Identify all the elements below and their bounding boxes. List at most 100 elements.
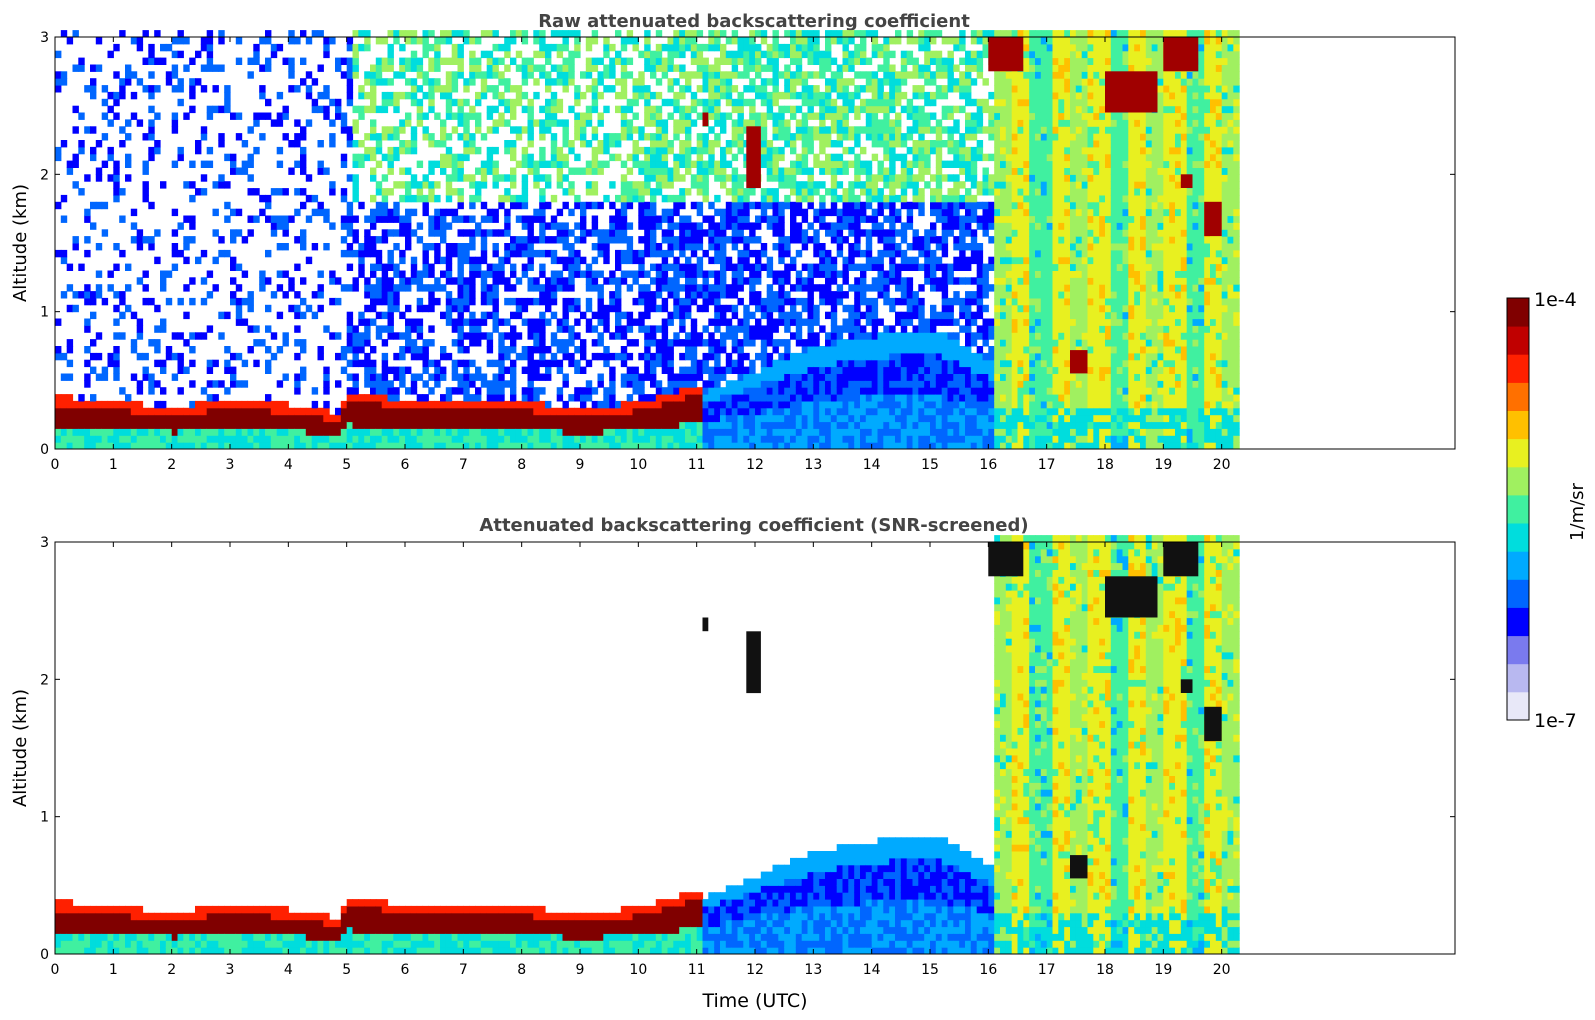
heatmap-cell [825,394,832,402]
heatmap-cell [340,352,348,361]
heatmap-cell [632,270,639,278]
heatmap-cell [311,78,319,86]
heatmap-cell [889,270,896,278]
heatmap-cell [486,208,494,217]
heatmap-cell [679,284,686,292]
heatmap-cell [673,270,680,278]
heatmap-cell [492,43,499,52]
heatmap-cell [603,249,610,258]
heatmap-cell [690,57,698,65]
heatmap-cell [860,215,867,223]
heatmap-cell [533,318,540,326]
heatmap-cell [393,373,400,381]
heatmap-cell [445,71,453,79]
heatmap-cell [644,243,651,251]
heatmap-cell [679,215,686,223]
heatmap-cell [84,249,91,258]
heatmap-cell [725,201,733,210]
heatmap-cell [469,194,476,203]
heatmap-cell [679,236,686,244]
heatmap-cell [177,297,184,306]
heatmap-cell [329,277,336,285]
heatmap-cell [200,160,208,168]
heatmap-cell [801,435,809,443]
heatmap-cell [130,311,138,320]
heatmap-cell [416,119,424,127]
heatmap-cell [714,380,721,388]
heatmap-cell [638,126,645,134]
heatmap-cell [393,146,400,155]
heatmap-cell [690,236,698,244]
heatmap-cell [451,435,459,443]
heatmap-cell [416,318,424,326]
heatmap-cell [760,194,768,203]
heatmap-cell [737,37,744,45]
heatmap-cell [463,153,470,162]
heatmap-cell [177,442,184,450]
heatmap-cell [241,414,249,423]
heatmap-cell [364,304,371,313]
heatmap-cell [504,414,511,423]
heatmap-cell [696,428,704,436]
heatmap-cell [113,318,120,326]
heatmap-cell [346,85,354,93]
heatmap-cell [480,380,488,388]
heatmap-cell [801,146,809,155]
heatmap-cell [550,297,558,306]
heatmap-cell [690,249,698,258]
heatmap-cell [247,291,254,299]
heatmap-cell [714,428,721,436]
heatmap-cell [854,201,861,210]
heatmap-cell [620,311,628,320]
heatmap-cell [346,339,354,347]
heatmap-cell [702,78,709,86]
heatmap-cell [95,243,103,251]
heatmap-cell [854,112,861,120]
heatmap-cell [457,64,464,72]
heatmap-cell [749,435,756,443]
heatmap-cell [731,215,739,223]
heatmap-cell [475,332,482,340]
heatmap-cell [451,208,459,217]
heatmap-cell [364,133,371,141]
heatmap-cell [475,91,482,100]
heatmap-cell [737,181,744,189]
heatmap-cell [854,311,861,320]
heatmap-cell [346,373,354,381]
heatmap-cell [690,160,698,168]
heatmap-cell [253,428,260,436]
heatmap-cell [218,421,225,429]
heatmap-cell [755,421,762,429]
heatmap-cell [760,126,768,134]
heatmap-cell [615,91,622,100]
heatmap-cell [708,243,715,251]
heatmap-cell [731,407,739,416]
heatmap-cell [650,297,657,306]
heatmap-cell [381,188,389,196]
heatmap-cell [451,387,459,395]
heatmap-cell [755,57,762,65]
heatmap-cell [288,57,295,65]
heatmap-cell [434,140,441,148]
heatmap-cell [294,188,301,196]
heatmap-cell [877,188,884,196]
heatmap-cell [206,394,214,402]
heatmap-cell [813,57,820,65]
heatmap-cell [498,98,505,107]
heatmap-cell [743,263,750,271]
heatmap-cell [900,332,908,340]
heatmap-cell [358,243,365,251]
heatmap-cell [370,194,377,203]
heatmap-cell [440,215,447,223]
heatmap-cell [527,359,534,368]
heatmap-cell [871,387,879,395]
heatmap-cell [288,277,295,285]
heatmap-cell [177,407,184,416]
heatmap-cell [842,256,849,265]
heatmap-cell [218,30,225,38]
heatmap-cell [790,256,797,265]
heatmap-cell [72,407,79,416]
heatmap-cell [387,50,394,59]
heatmap-cell [813,442,820,450]
heatmap-cell [889,133,896,141]
